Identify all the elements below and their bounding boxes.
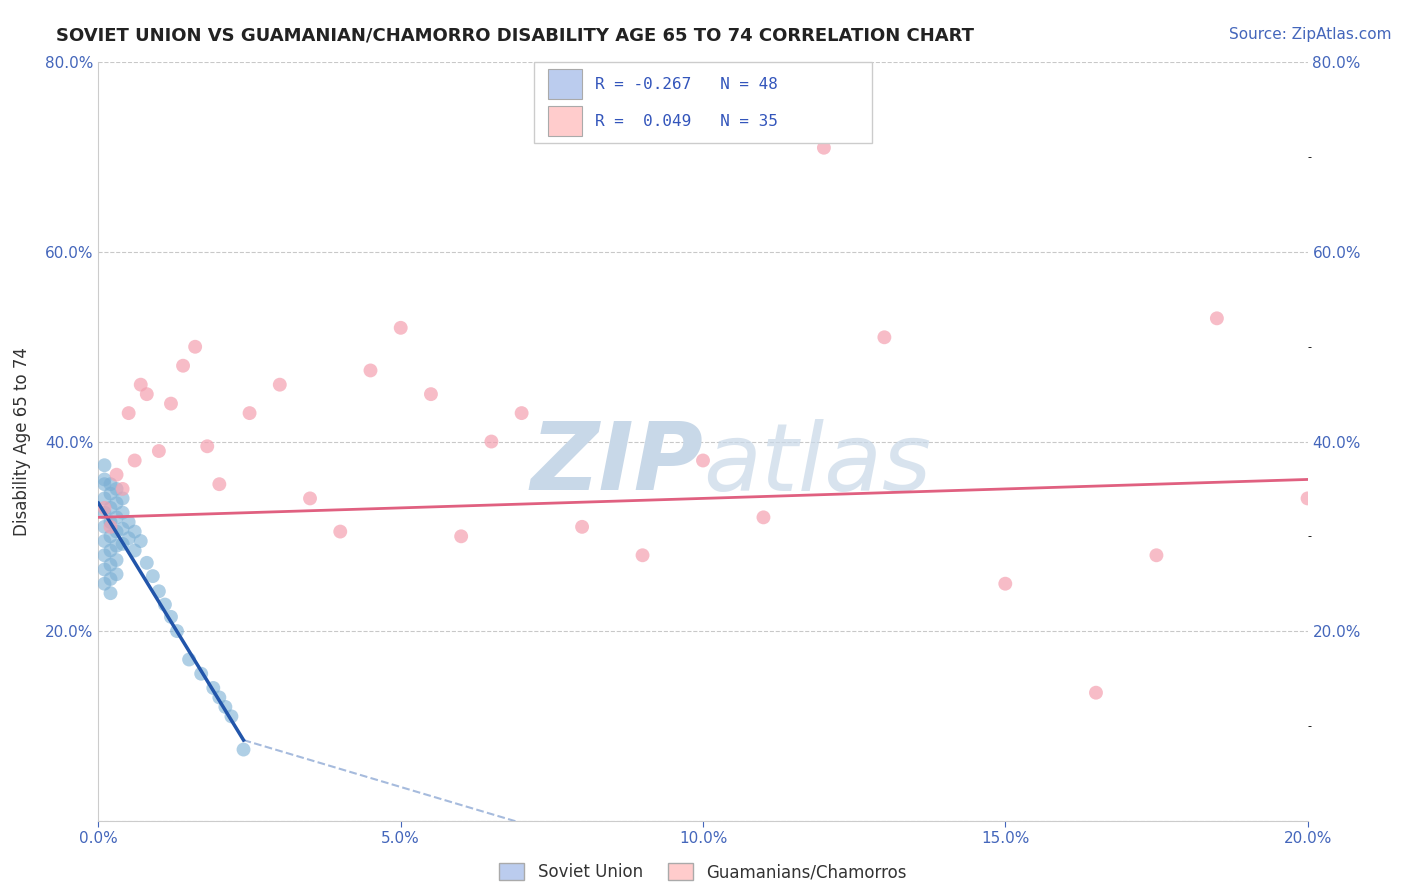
Point	[93, 548, 115, 563]
Text: Source: ZipAtlas.com: Source: ZipAtlas.com	[1229, 27, 1392, 42]
Point	[208, 690, 231, 705]
Point	[208, 477, 231, 491]
Point	[232, 742, 254, 756]
Point	[172, 359, 194, 373]
Point	[105, 524, 128, 539]
Text: R = -0.267   N = 48: R = -0.267 N = 48	[595, 77, 778, 92]
Point	[111, 506, 134, 520]
Point	[450, 529, 472, 543]
Point	[100, 486, 122, 500]
Point	[1085, 686, 1108, 700]
Point	[100, 515, 122, 529]
Point	[195, 439, 218, 453]
Point	[1296, 491, 1319, 506]
Point	[124, 543, 146, 558]
Point	[105, 539, 128, 553]
Point	[118, 515, 141, 529]
Bar	[548, 106, 582, 136]
Point	[179, 652, 201, 666]
Point	[111, 537, 134, 551]
Point	[105, 553, 128, 567]
Point	[118, 531, 141, 545]
Point	[752, 510, 775, 524]
Point	[100, 520, 122, 534]
Point	[129, 377, 152, 392]
Point	[129, 534, 152, 549]
Text: ZIP: ZIP	[530, 418, 703, 510]
Point	[111, 522, 134, 536]
Point	[202, 681, 225, 695]
Point	[105, 467, 128, 482]
Point	[214, 699, 236, 714]
Point	[160, 396, 183, 410]
Point	[190, 666, 212, 681]
Point	[93, 534, 115, 549]
Point	[221, 709, 243, 723]
Point	[100, 543, 122, 558]
Point	[93, 576, 115, 591]
Text: SOVIET UNION VS GUAMANIAN/CHAMORRO DISABILITY AGE 65 TO 74 CORRELATION CHART: SOVIET UNION VS GUAMANIAN/CHAMORRO DISAB…	[56, 27, 974, 45]
Point	[420, 387, 443, 401]
Point	[1144, 548, 1167, 563]
Bar	[548, 69, 582, 99]
Point	[100, 558, 122, 572]
Point	[813, 141, 835, 155]
Point	[100, 572, 122, 586]
Point	[153, 598, 176, 612]
Point	[142, 569, 165, 583]
Point	[105, 482, 128, 496]
Point	[510, 406, 533, 420]
Point	[269, 377, 291, 392]
Point	[93, 506, 115, 520]
Point	[571, 520, 593, 534]
Point	[148, 584, 170, 599]
Point	[100, 586, 122, 600]
Point	[105, 496, 128, 510]
Point	[124, 524, 146, 539]
Point	[873, 330, 896, 344]
Legend: Soviet Union, Guamanians/Chamorros: Soviet Union, Guamanians/Chamorros	[492, 856, 914, 888]
Point	[105, 567, 128, 582]
Text: R =  0.049   N = 35: R = 0.049 N = 35	[595, 113, 778, 128]
Point	[111, 491, 134, 506]
Point	[360, 363, 382, 377]
Point	[148, 444, 170, 458]
Point	[93, 477, 115, 491]
Point	[118, 406, 141, 420]
Point	[994, 576, 1017, 591]
Point	[389, 320, 412, 334]
Point	[135, 556, 157, 570]
Point	[166, 624, 188, 639]
Point	[100, 477, 122, 491]
Point	[93, 491, 115, 506]
Point	[111, 482, 134, 496]
Point	[239, 406, 262, 420]
Point	[93, 500, 115, 515]
Point	[329, 524, 352, 539]
Point	[1206, 311, 1229, 326]
Point	[93, 473, 115, 487]
Point	[100, 500, 122, 515]
Point	[184, 340, 207, 354]
Point	[100, 529, 122, 543]
Point	[692, 453, 714, 467]
Point	[631, 548, 654, 563]
Y-axis label: Disability Age 65 to 74: Disability Age 65 to 74	[13, 347, 31, 536]
Point	[299, 491, 322, 506]
Point	[160, 610, 183, 624]
Point	[105, 510, 128, 524]
Point	[481, 434, 503, 449]
Text: atlas: atlas	[703, 418, 931, 510]
Point	[93, 458, 115, 473]
Point	[135, 387, 157, 401]
Point	[124, 453, 146, 467]
Point	[93, 562, 115, 576]
Point	[93, 520, 115, 534]
